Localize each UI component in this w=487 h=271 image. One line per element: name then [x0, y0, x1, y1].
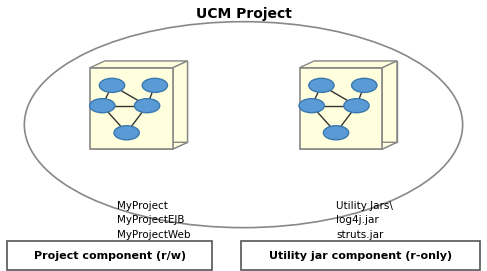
Circle shape	[323, 126, 349, 140]
Circle shape	[352, 78, 377, 92]
Polygon shape	[173, 61, 187, 149]
Polygon shape	[90, 142, 187, 149]
Text: Utility Jars\
log4j.jar
struts.jar
. . . .: Utility Jars\ log4j.jar struts.jar . . .…	[336, 201, 393, 255]
FancyBboxPatch shape	[300, 68, 382, 149]
Text: MyProject
MyProjectEJB
MyProjectWeb: MyProject MyProjectEJB MyProjectWeb	[117, 201, 190, 240]
Ellipse shape	[24, 22, 463, 228]
Circle shape	[114, 126, 139, 140]
Text: Utility jar component (r-only): Utility jar component (r-only)	[269, 251, 452, 260]
Polygon shape	[300, 61, 397, 68]
Circle shape	[299, 99, 324, 113]
Text: Project component (r/w): Project component (r/w)	[34, 251, 186, 260]
FancyBboxPatch shape	[7, 241, 212, 270]
FancyBboxPatch shape	[314, 61, 397, 142]
FancyBboxPatch shape	[105, 61, 187, 142]
Circle shape	[134, 99, 160, 113]
Circle shape	[344, 99, 369, 113]
FancyBboxPatch shape	[90, 68, 173, 149]
Circle shape	[99, 78, 125, 92]
Text: UCM Project: UCM Project	[196, 7, 291, 21]
Polygon shape	[300, 142, 397, 149]
Polygon shape	[382, 61, 397, 149]
Circle shape	[90, 99, 115, 113]
Circle shape	[309, 78, 334, 92]
FancyBboxPatch shape	[241, 241, 480, 270]
Circle shape	[142, 78, 168, 92]
Polygon shape	[90, 61, 187, 68]
